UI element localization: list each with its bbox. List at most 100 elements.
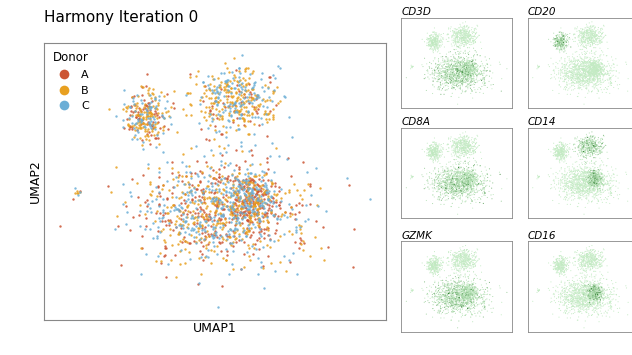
Point — [561, 39, 571, 44]
Point — [427, 262, 437, 268]
Point — [449, 64, 459, 69]
Point — [590, 279, 600, 284]
Point — [587, 173, 597, 178]
Point — [461, 67, 471, 73]
Point — [573, 290, 583, 296]
Point — [445, 58, 455, 63]
Point — [561, 32, 571, 38]
Point — [214, 195, 224, 201]
Point — [454, 184, 464, 190]
Point — [466, 283, 476, 289]
Point — [451, 189, 461, 194]
Point — [556, 268, 566, 273]
Point — [429, 35, 439, 41]
Point — [581, 169, 592, 175]
Point — [586, 189, 597, 195]
Point — [131, 136, 142, 141]
Point — [592, 143, 602, 149]
Point — [123, 122, 133, 127]
Point — [463, 66, 473, 72]
Point — [213, 99, 223, 104]
Point — [469, 290, 479, 295]
Point — [591, 61, 601, 66]
Point — [581, 176, 592, 182]
Point — [546, 72, 556, 77]
Point — [463, 61, 473, 67]
Point — [575, 286, 585, 292]
Point — [595, 176, 605, 182]
Point — [429, 44, 439, 50]
Point — [231, 215, 241, 220]
Point — [128, 125, 138, 130]
Point — [595, 64, 605, 70]
Point — [595, 299, 605, 305]
Point — [562, 179, 573, 185]
Point — [431, 265, 441, 271]
Point — [468, 63, 478, 69]
Point — [435, 152, 445, 158]
Point — [446, 41, 456, 47]
Point — [588, 67, 599, 73]
Point — [566, 58, 576, 64]
Point — [592, 180, 602, 185]
Point — [444, 59, 454, 65]
Point — [456, 257, 466, 263]
Point — [451, 72, 461, 77]
Point — [579, 74, 589, 80]
Point — [270, 230, 280, 235]
Point — [461, 181, 471, 186]
Point — [443, 193, 453, 199]
Point — [582, 272, 592, 278]
Point — [573, 83, 583, 89]
Point — [578, 289, 588, 295]
Point — [448, 142, 458, 147]
Point — [575, 302, 585, 308]
Point — [210, 207, 221, 213]
Point — [561, 87, 571, 93]
Point — [533, 174, 544, 180]
Point — [241, 193, 251, 198]
Point — [204, 222, 214, 228]
Point — [451, 78, 461, 83]
Point — [245, 71, 255, 77]
Point — [589, 151, 599, 156]
Point — [584, 287, 594, 293]
Point — [555, 147, 565, 152]
Point — [453, 256, 463, 261]
Point — [461, 252, 471, 257]
Point — [559, 299, 569, 305]
Point — [574, 76, 585, 82]
Point — [469, 292, 479, 297]
Point — [435, 70, 445, 75]
Point — [566, 68, 576, 74]
Point — [478, 299, 488, 305]
Point — [432, 152, 442, 157]
Point — [556, 194, 566, 200]
Point — [463, 135, 473, 141]
Point — [592, 180, 602, 186]
Point — [446, 299, 456, 304]
Point — [451, 188, 461, 194]
Point — [466, 72, 476, 78]
Point — [473, 286, 483, 292]
Point — [444, 180, 454, 186]
Point — [454, 171, 465, 176]
Point — [207, 91, 217, 96]
Point — [424, 149, 434, 155]
Point — [475, 64, 485, 69]
Point — [461, 142, 471, 147]
Point — [552, 260, 562, 265]
Point — [451, 283, 461, 289]
Point — [454, 30, 464, 36]
Point — [554, 148, 564, 154]
Point — [578, 59, 588, 65]
Point — [554, 39, 564, 45]
Point — [578, 251, 588, 256]
Point — [442, 288, 452, 294]
Point — [442, 292, 453, 298]
Point — [203, 218, 213, 223]
Point — [425, 153, 435, 159]
Point — [462, 68, 472, 73]
Point — [556, 262, 566, 268]
Point — [466, 298, 476, 304]
